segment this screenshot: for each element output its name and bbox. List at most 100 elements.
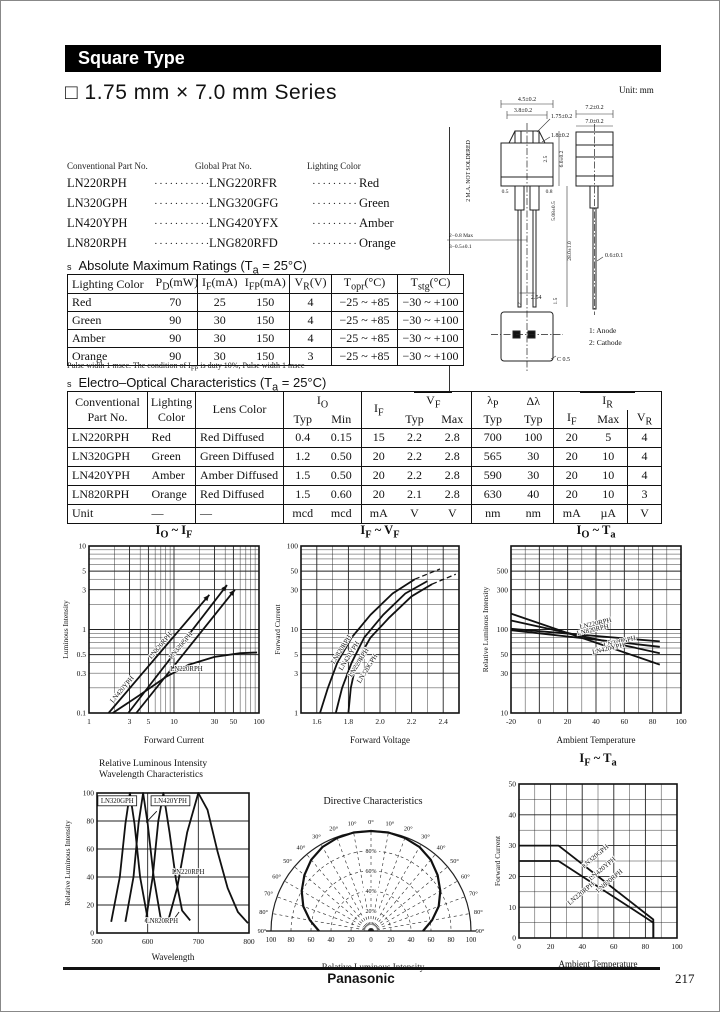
y-tick-label: 0.5 — [77, 650, 87, 659]
label-box — [97, 795, 138, 807]
series-title: □ 1.75 mm × 7.0 mm Series — [65, 81, 338, 104]
section-bullet: s — [67, 262, 72, 272]
angle-tick-label: 10° — [386, 821, 395, 828]
curve-LN820RPH — [510, 619, 660, 655]
table-cell: µA — [589, 503, 628, 524]
table-cell: Red — [147, 427, 196, 448]
ring-label-bg — [363, 887, 379, 895]
angle-tick-label: 20° — [404, 826, 413, 833]
table-cell: Amber — [147, 465, 196, 486]
polar-ring — [290, 850, 452, 932]
part-list-cell: LNG420YFX — [209, 216, 279, 230]
dim-label: 5.08±0.5 — [551, 201, 557, 221]
polar-ray — [370, 866, 448, 932]
curve — [414, 568, 441, 580]
dim-label: 7.2±0.2 — [585, 105, 603, 111]
table-row: LN820RPH Orange Red Diffused 1.5 0.60 20 2.1 2.… — [67, 484, 662, 505]
chart-title: Directive Characteristics — [323, 796, 423, 807]
angle-tick-label: 90° — [476, 928, 485, 935]
y-tick-label: 60 — [87, 845, 95, 854]
column-header: IR — [553, 391, 662, 411]
x-tick-label: 1.8 — [344, 717, 354, 726]
y-tick-label: 0 — [90, 929, 94, 938]
y-tick-label: 50 — [509, 780, 517, 789]
x-tick-label: 5 — [147, 717, 151, 726]
column-header: IFP(mA) — [244, 275, 286, 293]
dim-label: 6.0±0.2 — [559, 150, 565, 167]
y-tick-label: 20 — [87, 901, 95, 910]
table-cell: 3 — [627, 484, 662, 505]
part-list-row: LN320GPH································… — [67, 196, 405, 216]
y-tick-label: 30 — [501, 669, 509, 678]
chart-directive: Directive Characteristics 0° 10° 10° 20° 20°… — [253, 796, 493, 972]
bottom-scale-label: 100 — [266, 936, 277, 944]
table-cell: 4 — [627, 446, 662, 467]
table-cell: Green — [67, 311, 154, 330]
dim-label: 3−0.5±0.1 — [449, 244, 472, 250]
table-cell: 4 — [289, 311, 332, 330]
polar-ray — [320, 844, 372, 932]
y-tick-label: 0 — [512, 934, 516, 943]
chart-title: IF ~ VF — [360, 523, 400, 541]
table-cell: Red Diffused — [195, 427, 284, 448]
angle-tick-label: 80° — [474, 909, 483, 916]
y-tick-label: 500 — [497, 567, 509, 576]
column-header: IF — [553, 410, 590, 429]
section-title-text: Absolute Maximum Ratings (Ta = 25°C) — [78, 258, 307, 277]
table-cell: 3 — [289, 347, 332, 366]
part-list-cell: LN320GPH — [67, 196, 128, 210]
chart-io-vs-ta: IO ~ Ta LN220RPH LN820RPH LN320GPH LN420YPH… — [479, 523, 713, 745]
table-cell: LN320GPH — [67, 446, 148, 467]
table-cell: 15 — [361, 427, 396, 448]
table-cell: Green Diffused — [195, 446, 284, 467]
table-cell: LN220RPH — [67, 427, 148, 448]
chamfer-label: C 0.5 — [557, 357, 570, 363]
polar-ray — [370, 844, 422, 932]
angle-tick-label: 50° — [283, 858, 292, 865]
column-header: Lighting Color — [147, 391, 196, 429]
table-cell: 1.2 — [283, 446, 322, 467]
table-cell: −25 ~ +85 — [331, 347, 398, 366]
table-cell: 150 — [241, 311, 290, 330]
part-list-cell: LN820RPH — [67, 236, 127, 250]
table-cell: LN420YPH — [67, 465, 148, 486]
polar-ray — [272, 913, 372, 932]
dim-label: 1.5 — [553, 297, 559, 304]
polar-ray — [370, 896, 466, 932]
table-cell: 150 — [241, 329, 290, 348]
dim-label: 4.5±0.2 — [518, 97, 536, 103]
x-tick-label: 3 — [128, 717, 132, 726]
ring-tick-label: 60% — [366, 869, 377, 875]
chart-title: Relative Luminous Intensity Wavelength Ch… — [99, 759, 208, 781]
polar-ray — [370, 880, 458, 932]
arrowhead — [203, 594, 210, 602]
column-header: Typ — [405, 411, 424, 426]
table-cell: 30 — [197, 329, 242, 348]
column-header: Min — [331, 411, 352, 426]
angle-tick-label: 10° — [348, 821, 357, 828]
table-cell: 20 — [553, 465, 590, 486]
part-list-cell: LNG320GFG — [209, 196, 279, 210]
parts-col-header-conventional: Conventional Part No. — [67, 161, 148, 171]
angle-tick-label: 50° — [450, 858, 459, 865]
table-cell: 30 — [513, 465, 554, 486]
chart-title: IO ~ IF — [155, 523, 193, 541]
table-cell: 30 — [197, 347, 242, 366]
dim-label: 2.5 — [543, 155, 549, 162]
table-row: Amber 90 30 150 4 −25 ~ +85 −30 ~ +100 — [67, 329, 464, 348]
dim-label: 1.8±0.2 — [551, 133, 569, 139]
curve-label: LN420YPH — [154, 798, 187, 805]
ring-tick-label: 40% — [366, 889, 377, 895]
table-cell: 4 — [627, 427, 662, 448]
table-row: LN320GPH Green Green Diffused 1.2 0.50 20 2.2 2… — [67, 446, 662, 467]
column-header: Typ — [283, 410, 322, 429]
chart-directive-plot: 0° 10° 10° 20° 20° 30° 30° 40° 40° 50° 50° 60° 60° 70… — [258, 819, 485, 944]
lead-dia-label: 0.6±0.1 — [605, 253, 623, 259]
table-cell: 5 — [589, 427, 628, 448]
plot-border — [96, 792, 250, 934]
table-row: Red 70 25 150 4 −25 ~ +85 −30 ~ +100 — [67, 293, 464, 312]
y-tick-label: 3 — [82, 585, 86, 594]
x-tick-label: 2.0 — [375, 717, 385, 726]
